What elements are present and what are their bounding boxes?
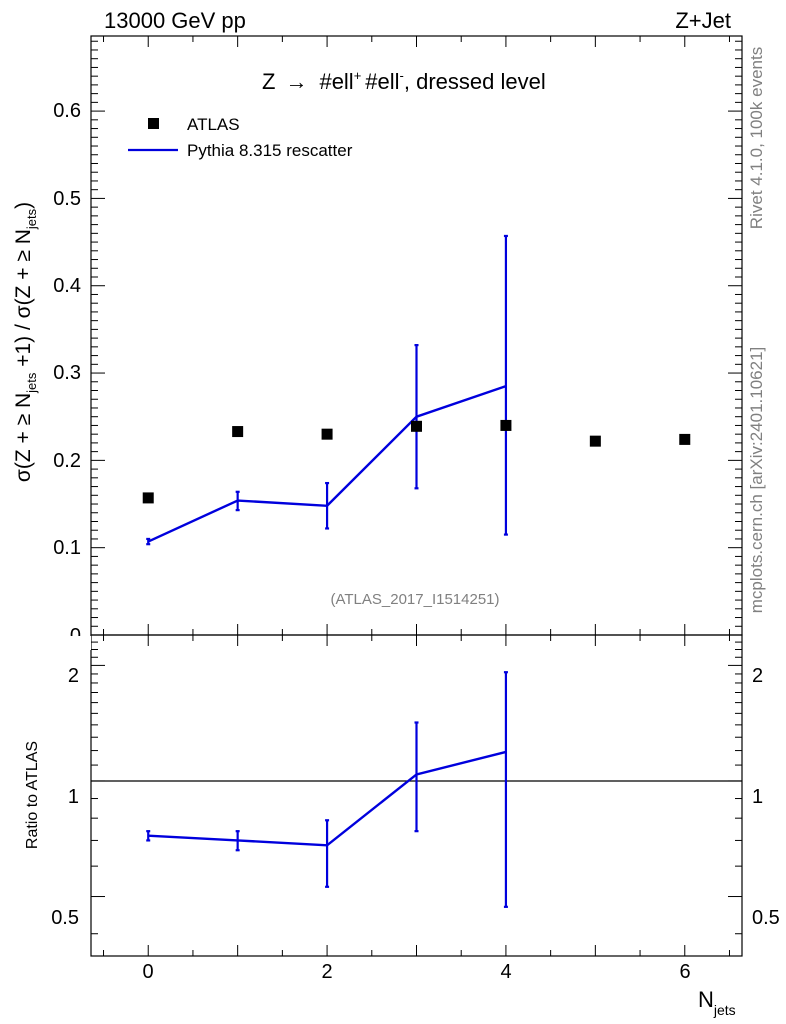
ratio-y-tick-label-2: 2 xyxy=(68,665,79,687)
y-tick-label-0.2: 0.2 xyxy=(53,450,81,472)
y-tick-label-0.4: 0.4 xyxy=(53,275,81,297)
ratio-y-tick-label-right-2: 2 xyxy=(752,665,763,687)
ratio-y-tick-labels-right: 0.5 1 2 xyxy=(752,665,780,929)
atlas-point xyxy=(411,420,422,432)
energy-label: 13000 GeV pp xyxy=(104,8,246,33)
zero-label-mask xyxy=(60,636,91,650)
main-y-tick-labels: 0 0.1 0.2 0.3 0.4 0.5 0.6 xyxy=(53,100,81,647)
atlas-point xyxy=(500,419,512,431)
x-tick-label-6: 6 xyxy=(679,961,690,983)
atlas-point xyxy=(321,428,333,440)
ratio-y-tick-label-0.5: 0.5 xyxy=(51,907,79,929)
x-tick-label-4: 4 xyxy=(500,961,511,983)
ratio-axis-ticks xyxy=(91,635,742,956)
legend: ATLAS Pythia 8.315 rescatter xyxy=(128,115,353,160)
ratio-y-tick-labels-left: 0.5 1 2 xyxy=(51,665,79,929)
main-y-axis-label: σ(Z + ≥ Njets +1) / σ(Z + ≥ Njets) xyxy=(12,202,39,482)
y-tick-label-0.6: 0.6 xyxy=(53,100,81,122)
atlas-point xyxy=(232,426,244,438)
y-tick-label-0.5: 0.5 xyxy=(53,188,81,210)
y-tick-label-0.3: 0.3 xyxy=(53,362,81,384)
atlas-point xyxy=(142,492,154,504)
rivet-version-label: Rivet 4.1.0, 100k events xyxy=(747,47,766,229)
ratio-y-tick-label-1: 1 xyxy=(68,786,79,808)
process-label: Z+Jet xyxy=(675,8,731,33)
ratio-y-tick-label-right-0.5: 0.5 xyxy=(752,907,780,929)
atlas-point xyxy=(679,433,691,445)
main-atlas-series xyxy=(142,419,691,504)
y-tick-label-0.1: 0.1 xyxy=(53,537,81,559)
x-tick-label-0: 0 xyxy=(142,961,153,983)
mcplots-label: mcplots.cern.ch [arXiv:2401.10621] xyxy=(747,347,766,613)
plot-title: Z → #ell+ #ell-, dressed level xyxy=(262,68,546,94)
x-tick-label-2: 2 xyxy=(321,961,332,983)
legend-pythia-label: Pythia 8.315 rescatter xyxy=(187,141,353,160)
legend-atlas-label: ATLAS xyxy=(187,115,240,134)
x-tick-labels: 0 2 4 6 xyxy=(142,961,690,983)
ratio-y-axis-label: Ratio to ATLAS xyxy=(24,741,41,849)
atlas-point xyxy=(589,435,601,447)
ratio-mc-series xyxy=(146,671,508,908)
main-mc-series xyxy=(146,234,508,546)
legend-atlas-marker xyxy=(148,118,159,129)
analysis-id-label: (ATLAS_2017_I1514251) xyxy=(330,591,499,608)
main-axis-ticks xyxy=(91,36,742,636)
x-axis-label: Njets xyxy=(698,987,736,1018)
ratio-y-tick-label-right-1: 1 xyxy=(752,786,763,808)
